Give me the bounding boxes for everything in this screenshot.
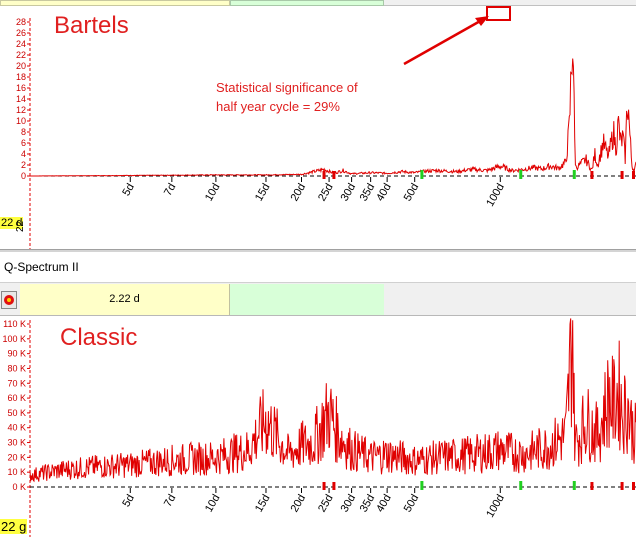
classic-cycle-marker [519, 481, 523, 490]
classic-spectrum-chart[interactable]: 0 K 10 K 20 K 30 K 40 K 50 K 60 K 70 K 80 K 90 K 1… [0, 316, 636, 537]
top-period-badge: 22 d [0, 217, 24, 229]
classic-y-tick-label: 50 K [7, 408, 26, 418]
bartels-y-tick-label: 0 [21, 171, 26, 181]
classic-y-tick-label: 30 K [7, 438, 26, 448]
classic-x-tick-label: 15d [253, 493, 273, 515]
top-period-badge-rotated: 22 [15, 220, 26, 232]
classic-y-tick-label: 70 K [7, 378, 26, 388]
classic-y-tick-label: 90 K [7, 349, 26, 359]
annotation-arrow-line [403, 18, 483, 66]
classic-x-tick-label: 30d [339, 493, 359, 515]
bartels-x-tick-label: 30d [339, 182, 359, 204]
classic-y-tick-label: 60 K [7, 393, 26, 403]
bartels-y-tick-label: 4 [21, 149, 26, 159]
bartels-spectrum-line [30, 58, 636, 177]
classic-x-tick-label: 50d [402, 493, 422, 515]
bartels-peak-marker [322, 171, 326, 179]
window-title: Q-Spectrum II [4, 260, 79, 274]
bartels-x-tick-label: 20d [289, 182, 309, 204]
classic-x-tick-label: 25d [316, 493, 336, 515]
period-value: 2.22 d [109, 293, 140, 305]
top-strip-rest [384, 0, 636, 6]
bartels-y-tick-label: 28 [16, 17, 26, 27]
bartels-x-tick-label: 100d [484, 181, 507, 208]
bartels-y-tick-label: 10 [16, 116, 26, 126]
bartels-cycle-marker [519, 170, 523, 179]
bartels-y-tick-label: 12 [16, 105, 26, 115]
classic-peak-marker [632, 482, 636, 490]
top-range-strip [230, 0, 384, 6]
bartels-cycle-marker [420, 170, 424, 179]
classic-peak-marker [322, 482, 326, 490]
window-separator [0, 249, 636, 252]
bartels-y-tick-label: 22 [16, 50, 26, 60]
bartels-x-tick-label: 7d [162, 182, 179, 199]
window-titlebar: Q-Spectrum II [0, 252, 636, 282]
classic-y-tick-label: 0 K [12, 482, 26, 492]
classic-y-tick-label: 40 K [7, 423, 26, 433]
classic-peak-marker [590, 482, 594, 490]
bartels-x-tick-label: 15d [253, 182, 273, 204]
classic-y-tick-label: 10 K [7, 467, 26, 477]
classic-peak-marker [620, 482, 624, 490]
classic-x-tick-label: 40d [374, 493, 394, 515]
bartels-x-tick-label: 25d [316, 182, 336, 204]
annotation-arrow-head [475, 16, 489, 26]
bartels-peak-marker [632, 171, 636, 179]
range-selector[interactable] [230, 284, 384, 315]
bartels-peak-marker [590, 171, 594, 179]
bartels-x-tick-label: 5d [120, 182, 137, 199]
bartels-y-tick-label: 6 [21, 138, 26, 148]
classic-x-tick-label: 5d [120, 493, 137, 510]
spectrum-toolbar: 2.22 d [0, 282, 636, 316]
classic-cycle-marker [420, 481, 424, 490]
bartels-y-tick-label: 14 [16, 94, 26, 104]
classic-x-tick-label: 7d [162, 493, 179, 510]
bartels-y-tick-label: 2 [21, 160, 26, 170]
classic-y-tick-label: 80 K [7, 363, 26, 373]
annotation-line-1: Statistical significance of [216, 80, 358, 95]
classic-peak-marker [332, 482, 336, 490]
bartels-x-tick-label: 50d [402, 182, 422, 204]
bartels-peak-marker [620, 171, 624, 179]
bartels-x-tick-label: 35d [358, 182, 378, 204]
classic-cycle-marker [572, 481, 576, 490]
top-period-strip [0, 0, 230, 6]
bartels-y-tick-label: 8 [21, 127, 26, 137]
bartels-x-tick-label: 40d [374, 182, 394, 204]
bartels-cycle-marker [572, 170, 576, 179]
classic-y-tick-label: 110 K [3, 319, 26, 329]
classic-x-tick-label: 100d [484, 492, 507, 519]
bartels-x-tick-label: 10d [203, 182, 223, 204]
period-selector[interactable]: 2.22 d [20, 284, 230, 315]
classic-x-tick-label: 35d [358, 493, 378, 515]
bartels-y-tick-label: 20 [16, 61, 26, 71]
settings-gear-icon[interactable] [1, 291, 17, 309]
bartels-label: Bartels [54, 12, 129, 39]
peak-highlight-box [486, 6, 511, 21]
annotation-line-2: half year cycle = 29% [216, 99, 340, 114]
classic-x-tick-label: 10d [203, 493, 223, 515]
bartels-y-tick-label: 18 [16, 72, 26, 82]
classic-y-tick-label: 20 K [7, 452, 26, 462]
bartels-y-tick-label: 26 [16, 28, 26, 38]
classic-y-tick-label: 100 K [2, 334, 26, 344]
bottom-period-badge: 22 g [0, 519, 28, 534]
bartels-y-tick-label: 16 [16, 83, 26, 93]
classic-x-tick-label: 20d [289, 493, 309, 515]
bartels-y-tick-label: 24 [16, 39, 26, 49]
classic-spectrum-line [29, 318, 636, 483]
bartels-peak-marker [332, 171, 336, 179]
significance-annotation: Statistical significance of half year cy… [216, 78, 358, 116]
classic-label: Classic [60, 324, 138, 351]
